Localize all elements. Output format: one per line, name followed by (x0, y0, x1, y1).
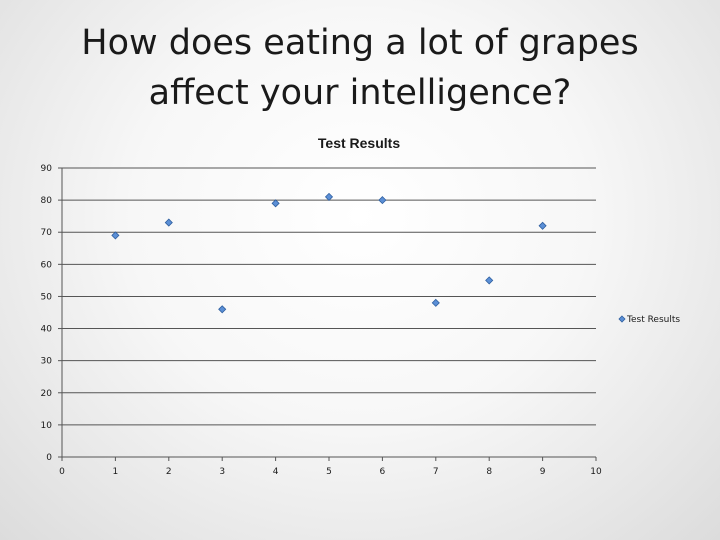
data-point (324, 192, 334, 201)
data-point (431, 298, 440, 307)
y-tick-label: 50 (41, 292, 53, 302)
data-point (111, 231, 120, 240)
x-tick-label: 0 (59, 467, 65, 477)
data-point (538, 221, 547, 230)
data-point (485, 276, 494, 285)
data-point (271, 199, 280, 208)
data-points (111, 192, 547, 314)
x-tick-label: 6 (380, 467, 386, 477)
legend-label: Test Results (626, 315, 680, 325)
x-tick-label: 2 (166, 467, 172, 477)
y-tick-label: 90 (41, 164, 53, 174)
y-axis-tick-labels: 0 10 20 30 40 50 60 70 80 90 (41, 164, 53, 463)
data-point (164, 218, 173, 227)
x-tick-label: 4 (273, 467, 279, 477)
slide-title: How does eating a lot of grapes affect y… (81, 23, 639, 113)
y-tick-label: 10 (41, 421, 53, 431)
x-axis-tick-labels: 0 1 2 3 4 5 6 7 8 9 10 (59, 467, 602, 477)
data-point (218, 305, 227, 314)
x-tick-label: 10 (590, 467, 602, 477)
legend: Test Results (618, 315, 680, 325)
y-tick-label: 0 (46, 453, 52, 463)
y-tick-label: 30 (41, 357, 53, 367)
y-tick-label: 70 (41, 228, 53, 238)
y-tick-label: 80 (41, 196, 53, 206)
x-tick-label: 5 (326, 467, 332, 477)
y-tick-label: 40 (41, 325, 53, 335)
axes (58, 167, 597, 461)
x-tick-label: 9 (540, 467, 546, 477)
x-tick-label: 3 (219, 467, 225, 477)
legend-marker (618, 315, 626, 323)
x-tick-label: 8 (486, 467, 492, 477)
y-tick-label: 20 (41, 389, 53, 399)
y-tick-label: 60 (41, 260, 53, 270)
x-tick-label: 7 (433, 467, 439, 477)
chart-title: Test Results (318, 135, 400, 151)
x-tick-label: 1 (113, 467, 119, 477)
data-point (378, 196, 387, 205)
gridlines (62, 167, 596, 426)
